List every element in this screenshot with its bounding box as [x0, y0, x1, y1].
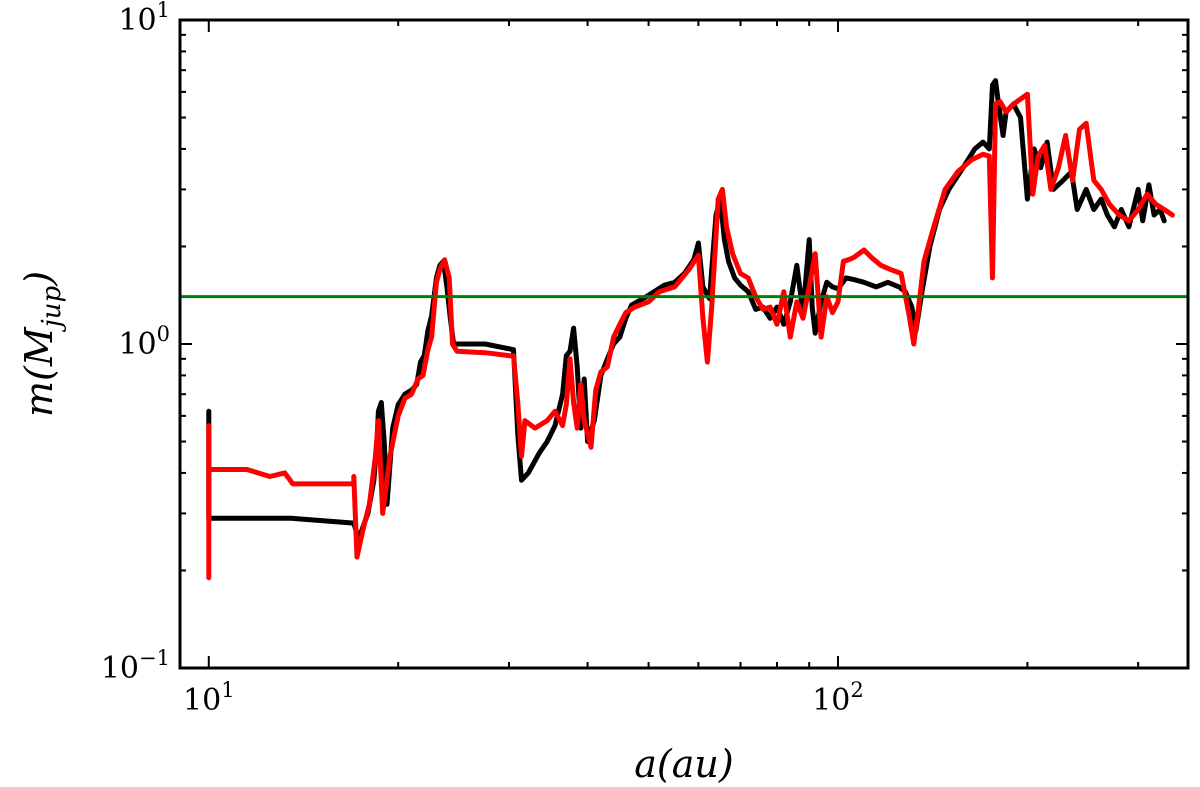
y-tick-label: 101 [118, 0, 170, 38]
ticks-layer: 101 102 10−1 100 101 [101, 0, 1188, 718]
x-tick-label: 102 [812, 678, 864, 718]
x-tick-label: 101 [183, 678, 235, 718]
y-tick-label: 100 [118, 322, 170, 362]
x-axis-label: a(au) [634, 742, 733, 786]
series-line-2 [206, 91, 1175, 581]
y-axis-label-close: ) [17, 271, 61, 287]
y-tick-label: 10−1 [101, 646, 170, 686]
plot-frame [178, 18, 1190, 670]
y-axis-label-main: m(M [17, 326, 61, 417]
series-layer [206, 78, 1175, 581]
y-axis-label-sub: jup [37, 285, 67, 332]
series-line-1 [206, 78, 1167, 542]
y-axis-label: m(Mjup) [17, 271, 67, 417]
